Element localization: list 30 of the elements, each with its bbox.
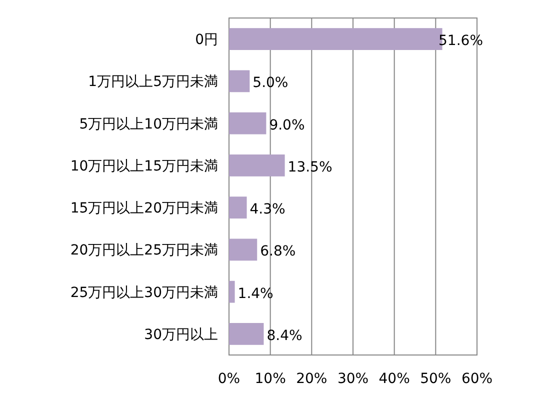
data-label: 9.0% (269, 117, 305, 134)
bar (229, 154, 285, 176)
x-tick-label: 50% (420, 371, 452, 387)
bar (229, 322, 264, 345)
data-label: 5.0% (252, 75, 288, 92)
data-label: 4.3% (250, 202, 286, 218)
x-tick-label: 20% (296, 371, 328, 387)
x-tick-label: 10% (254, 371, 286, 387)
y-tick-label: 0円 (195, 32, 218, 48)
y-tick-label: 10万円以上15万円未満 (70, 158, 218, 174)
x-tick-label: 30% (337, 371, 369, 387)
y-tick-label: 25万円以上30万円未満 (70, 284, 218, 301)
y-tick-label: 20万円以上25万円未満 (70, 242, 218, 259)
bar (229, 196, 247, 219)
data-label: 1.4% (238, 286, 274, 302)
y-tick-label: 15万円以上20万円未満 (70, 200, 218, 217)
bar (229, 238, 258, 261)
bar (229, 70, 250, 92)
x-tick-label: 40% (378, 371, 410, 387)
data-label: 8.4% (266, 328, 302, 344)
y-tick-label: 30万円以上 (144, 326, 218, 343)
bar (229, 280, 235, 303)
data-label: 13.5% (288, 159, 332, 176)
bar (229, 112, 266, 134)
y-tick-label: 5万円以上10万円未満 (79, 116, 218, 132)
data-label: 6.8% (260, 244, 296, 260)
x-tick-label: 60% (461, 371, 493, 387)
y-tick-label: 1万円以上5万円未満 (88, 74, 218, 90)
x-tick-label: 0% (218, 371, 240, 387)
data-label: 51.6% (438, 33, 483, 50)
